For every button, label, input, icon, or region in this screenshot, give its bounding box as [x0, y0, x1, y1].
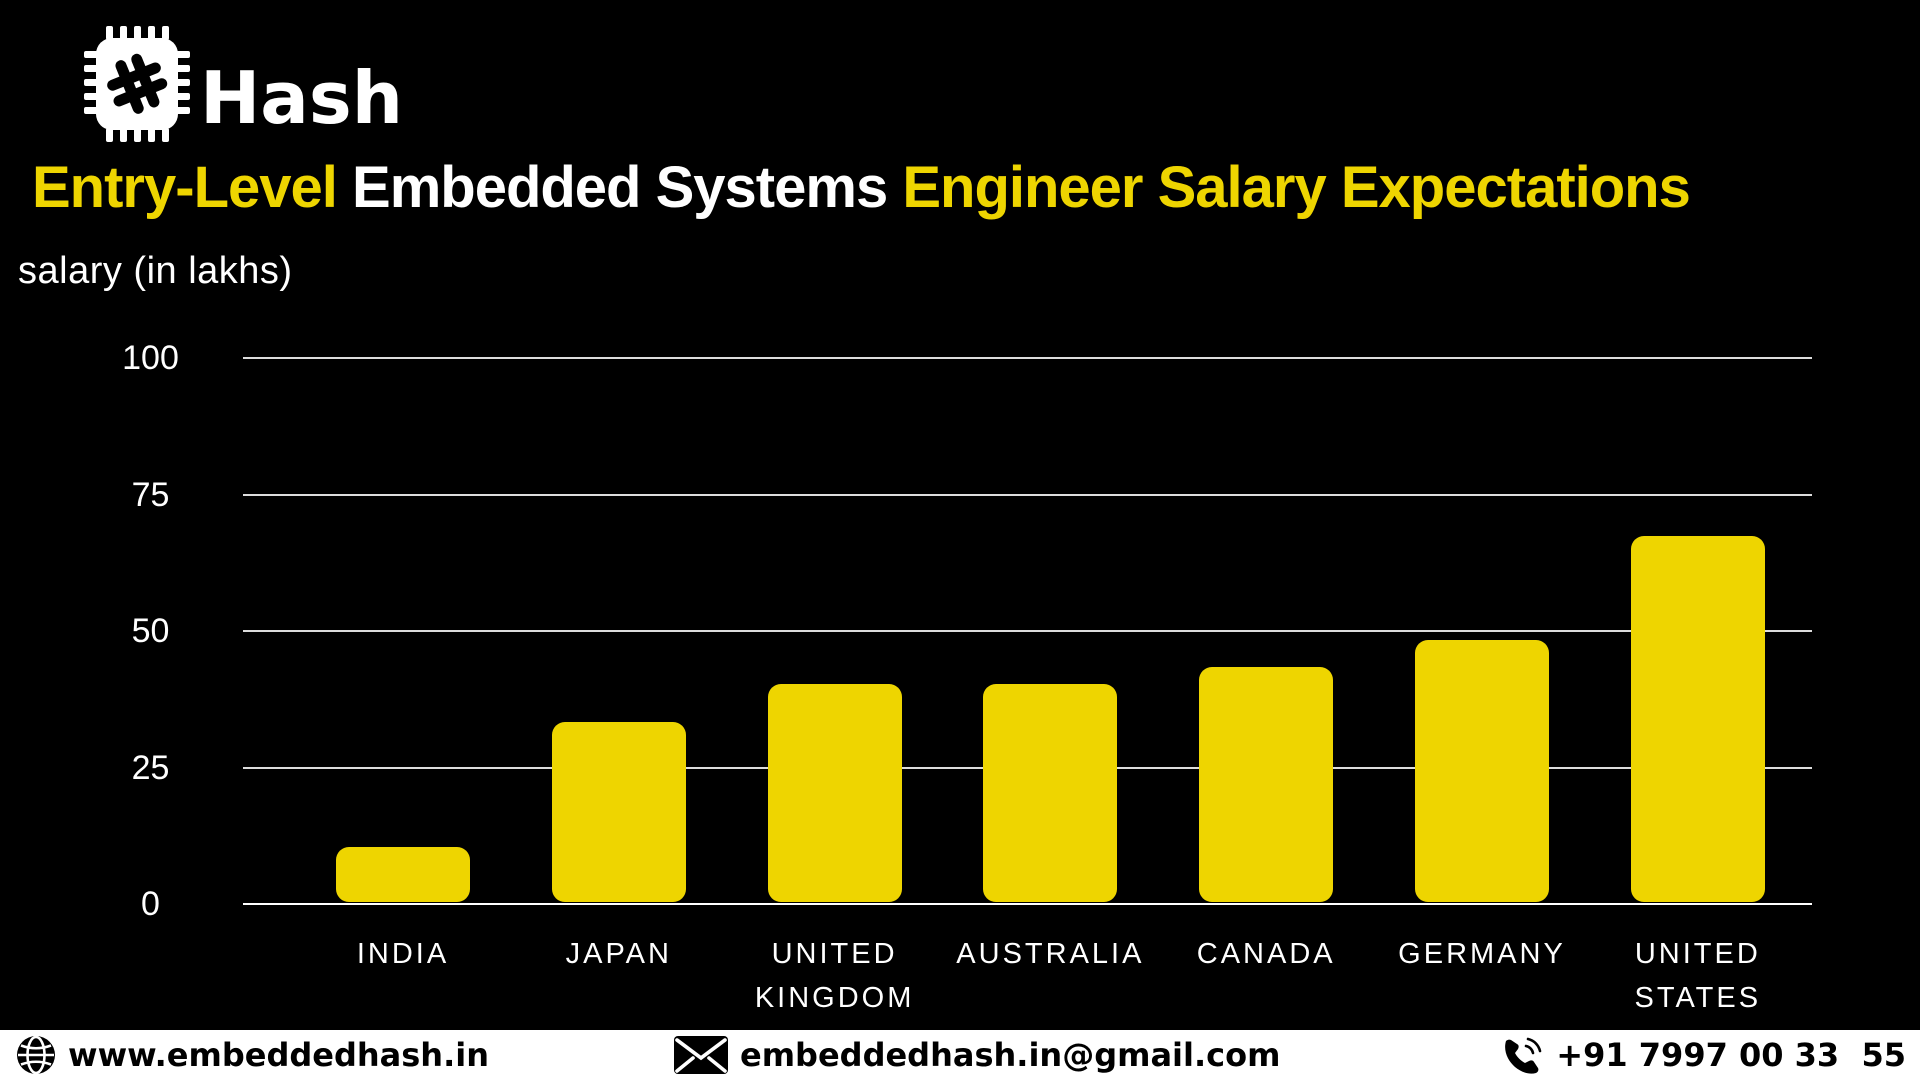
gridline-0 [243, 903, 1812, 905]
x-label-japan: JAPAN [565, 938, 672, 970]
y-axis-label: salary (in lakhs) [18, 250, 293, 292]
x-label-united-states: UNITED STATES [1634, 938, 1762, 1014]
bar-australia [983, 683, 1118, 902]
x-label-canada: CANADA [1196, 938, 1336, 970]
bar-japan [551, 721, 686, 902]
gridline-75 [243, 493, 1812, 496]
x-label-germany: GERMANY [1398, 938, 1566, 970]
y-tick-50: 50 [131, 612, 170, 650]
globe-icon [17, 1035, 55, 1075]
title-part-1: Entry-Level [32, 155, 338, 220]
y-tick-0: 0 [141, 885, 160, 923]
bar-united-states [1630, 536, 1765, 902]
footer-website-group: www.embeddedhash.in [16, 1030, 489, 1080]
bar-canada [1199, 667, 1334, 902]
y-tick-25: 25 [131, 748, 170, 787]
bar-germany [1415, 639, 1549, 902]
y-tick-75: 75 [131, 475, 170, 514]
footer-phone: +91 7997 00 33 55 [1556, 1036, 1906, 1074]
x-label-india: INDIA [356, 938, 450, 970]
bar-united-kingdom [767, 683, 902, 902]
gridline-50 [243, 630, 1812, 632]
brand-name: Hash [200, 56, 403, 140]
page-title: Entry-Level Embedded Systems Engineer Sa… [32, 155, 1912, 221]
x-label-united-kingdom: UNITED KINGDOM [754, 938, 915, 1014]
footer-email: embeddedhash.in@gmail.com [740, 1036, 1281, 1074]
chip-hash-icon [84, 26, 190, 142]
bar-india [336, 847, 470, 902]
footer-email-group: embeddedhash.in@gmail.com [674, 1030, 1280, 1080]
footer-website: www.embeddedhash.in [68, 1036, 489, 1074]
title-part-2: Embedded Systems [336, 155, 903, 220]
footer-bar: www.embeddedhash.in embeddedhash.in@gmai… [0, 1030, 1920, 1080]
y-tick-100: 100 [122, 339, 179, 377]
footer-phone-group: +91 7997 00 33 55 [1500, 1030, 1906, 1080]
title-part-3: Engineer Salary Expectations [902, 155, 1691, 220]
envelope-icon [674, 1036, 728, 1074]
gridline-100 [243, 357, 1812, 359]
x-label-australia: AUSTRALIA [956, 938, 1145, 970]
phone-icon [1505, 1037, 1542, 1074]
bar-chart: 100 75 50 25 0 INDIA JAPAN UNITED KINGDOM AUSTRA… [122, 339, 1812, 1014]
